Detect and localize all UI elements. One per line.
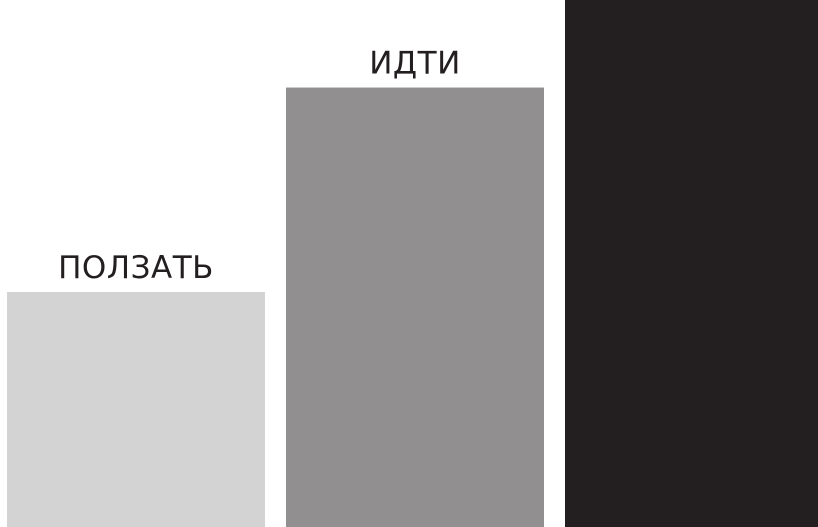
bar-3 — [565, 0, 818, 527]
bar-label-2: ИДТИ — [369, 46, 461, 82]
labels-group: ПОЛЗАТЬИДТИБЕЖАТЬ — [58, 46, 461, 286]
bars-group — [7, 0, 818, 527]
bar-label-1: ПОЛЗАТЬ — [58, 250, 214, 286]
bar-1 — [7, 292, 265, 527]
bar-2 — [286, 87, 544, 527]
